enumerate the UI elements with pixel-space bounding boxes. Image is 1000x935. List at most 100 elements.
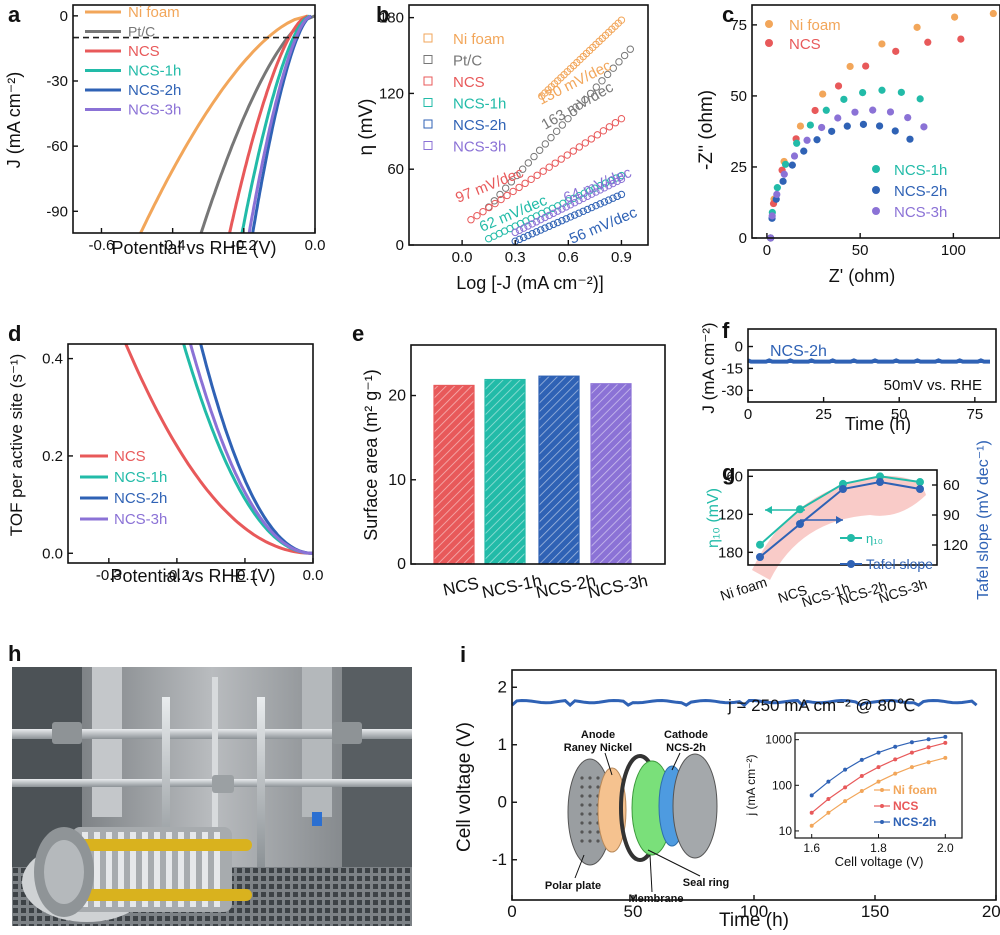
- inset-point-NCS-2h: [876, 750, 881, 755]
- point-NCS-1h: [859, 89, 867, 97]
- polar-plate-label: Polar plate: [545, 880, 601, 892]
- inset-point-NCS-2h: [859, 757, 864, 762]
- polar-plate-hole: [596, 776, 600, 780]
- polar-plate-hole: [580, 812, 584, 816]
- inset-point-Ni foam: [926, 760, 931, 765]
- condition-annotation: j = 250 mA cm⁻² @ 80℃: [727, 696, 916, 715]
- x-tick-label: 0: [763, 242, 771, 259]
- point-NCS: [593, 131, 602, 139]
- polar-plate-hole: [588, 776, 592, 780]
- legend-tafel-label: Tafel slope: [866, 556, 933, 572]
- x-tick-label: 0.3: [505, 249, 526, 266]
- point-NCS-3h: [818, 123, 826, 132]
- inset-point-Ni foam: [826, 810, 831, 815]
- point-NCS: [811, 106, 819, 115]
- point-NCS-2h: [549, 220, 558, 229]
- point-NCS: [605, 123, 614, 131]
- inset-point-NCS: [926, 745, 931, 750]
- point-NCS-3h: [588, 190, 596, 198]
- y-tick-label: 90: [943, 507, 960, 524]
- tafel-point: [796, 520, 804, 528]
- series-label: NCS-2h: [770, 343, 827, 360]
- x-tick-label: 150: [861, 902, 889, 921]
- inset-point-NCS: [843, 785, 848, 790]
- point-NCS-2h: [604, 196, 613, 204]
- point-NCS-3h: [869, 106, 877, 114]
- polar-plate-hole: [588, 794, 592, 798]
- inset-legend-label-Ni foam: Ni foam: [893, 783, 937, 797]
- point-NCS-3h: [541, 213, 549, 222]
- point-NCS: [545, 163, 553, 171]
- legend-label-NCS-2h: NCS-2h: [894, 183, 947, 200]
- point-Pt/C: [592, 83, 601, 91]
- x-category-label: Ni foam: [718, 574, 769, 604]
- point-NCS-2h: [571, 211, 579, 219]
- point-Pt/C: [609, 64, 618, 72]
- point-NCS-3h: [549, 209, 558, 217]
- point-NCS-3h: [886, 108, 895, 116]
- point-Ni foam: [617, 16, 626, 24]
- arrowhead-left: [765, 506, 772, 514]
- stability-line: [747, 358, 990, 364]
- bar-NCS-2h: [538, 375, 580, 565]
- x-axis-label: Z' (ohm): [829, 266, 895, 286]
- eta10-point: [756, 540, 764, 549]
- tafel-point: [916, 485, 924, 493]
- inset-legend-label-NCS: NCS: [893, 799, 918, 813]
- y-tick-label: 120: [718, 506, 743, 523]
- legend-label-NCS-3h: NCS-3h: [894, 204, 947, 221]
- y-axis-label: η₁₀ (mV): [705, 488, 722, 548]
- point-NCS-2h: [562, 215, 570, 223]
- point-Pt/C: [513, 171, 521, 180]
- voltage-line: [511, 698, 978, 708]
- polar-plate-hole: [580, 830, 584, 834]
- y-tick-label: 120: [943, 537, 968, 554]
- y-tick-label: 0.2: [42, 448, 63, 465]
- membrane-label: Membrane: [628, 893, 683, 905]
- raney-nickel-label: Raney Nickel: [564, 742, 632, 754]
- tafel-point: [756, 553, 764, 561]
- point-Ni foam: [878, 40, 886, 48]
- polar-plate-hole: [588, 803, 592, 807]
- curve-NCS-1h: [182, 343, 314, 555]
- point-NCS-2h: [524, 231, 532, 240]
- point-Pt/C: [603, 70, 612, 79]
- inset-point-NCS: [876, 765, 881, 770]
- plot-frame: [747, 328, 997, 403]
- y-axis-label: J (mA cm⁻²): [4, 72, 24, 169]
- bar-NCS: [433, 384, 475, 565]
- point-NCS-2h: [617, 190, 626, 199]
- point-NCS-2h: [532, 228, 541, 236]
- point-NCS-3h: [532, 218, 541, 226]
- point-NCS-3h: [566, 201, 575, 209]
- y-tick-label: 10: [388, 472, 406, 489]
- point-NCS-2h: [596, 200, 604, 208]
- polar-plate-hole: [580, 839, 584, 843]
- condition-annotation: 50mV vs. RHE: [884, 377, 982, 394]
- inset-legend-marker-Ni foam: [880, 788, 884, 792]
- legend-label-NCS: NCS: [114, 448, 146, 465]
- curve-Ni foam: [139, 14, 309, 234]
- x-tick-label: 200: [982, 902, 1000, 921]
- inset-point-NCS-2h: [909, 740, 914, 745]
- inset-y-tick-label: 10: [779, 824, 793, 838]
- point-NCS-2h: [891, 127, 899, 135]
- point-NCS-2h: [541, 224, 549, 232]
- x-tick-label: 50: [624, 902, 643, 921]
- point-NCS-3h: [528, 220, 536, 228]
- legend-label-NCS-1h: NCS-1h: [114, 469, 167, 486]
- inset-point-NCS-2h: [926, 737, 931, 742]
- point-NCS-2h: [592, 201, 600, 210]
- leader-line: [671, 752, 681, 771]
- x-tick-label: -0.2: [231, 237, 257, 254]
- curve-NCS-3h: [189, 343, 314, 555]
- inset-legend-marker-NCS-2h: [880, 820, 884, 824]
- legend-label-NCS-2h: NCS-2h: [114, 490, 167, 507]
- point-NCS: [611, 119, 620, 127]
- inset-point-Ni foam: [909, 765, 914, 770]
- point-Ni foam: [796, 122, 805, 130]
- x-category-label: NCS-3h: [586, 571, 649, 602]
- x-tick-label: 50: [852, 242, 869, 259]
- inset-point-Ni foam: [893, 771, 898, 776]
- point-NCS-3h: [851, 108, 859, 116]
